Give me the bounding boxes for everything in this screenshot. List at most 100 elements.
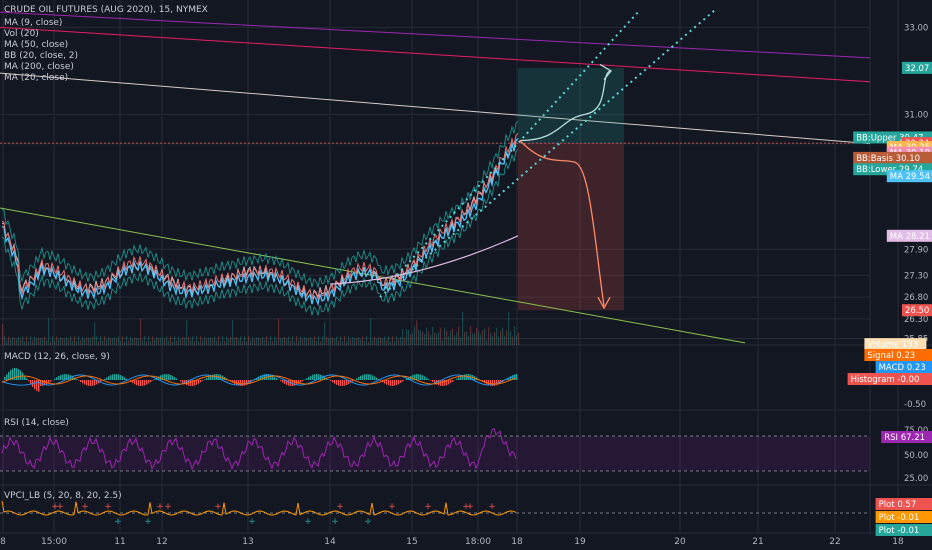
volume-bar [348, 336, 350, 345]
vpci-line [1, 500, 517, 516]
volume-bar [486, 340, 488, 345]
volume-bar [430, 334, 432, 345]
vpci-signal-marker: + [336, 502, 344, 512]
volume-bar [242, 340, 244, 345]
x-tick-label: 15:00 [41, 537, 67, 547]
volume-bar [172, 341, 174, 345]
volume-bar [176, 340, 178, 345]
volume-bar [212, 338, 214, 345]
macd-histogram-bar [402, 380, 404, 382]
volume-bar [390, 341, 392, 345]
volume-bar [104, 336, 106, 345]
volume-bar [412, 333, 414, 345]
volume-bar [224, 340, 226, 345]
volume-bar [132, 338, 134, 345]
volume-bar [402, 329, 404, 345]
macd-histogram-bar [50, 380, 52, 382]
vpci-signal-marker: + [364, 517, 372, 527]
macd-histogram-bar [360, 375, 362, 380]
macd-histogram-bar [4, 377, 6, 380]
volume-bar [356, 338, 358, 345]
chart-title: CRUDE OIL FUTURES (AUG 2020), 15, NYMEX [4, 5, 208, 15]
bullish-projection-arrow [519, 70, 611, 142]
volume-bar [106, 339, 108, 345]
volume-bar [350, 339, 352, 345]
volume-bar [28, 341, 30, 345]
volume-bar [290, 340, 292, 345]
bb-lower [1, 149, 519, 317]
macd-histogram-bar [274, 376, 276, 380]
volume-bar [146, 341, 148, 345]
channel-lower [379, 9, 716, 298]
x-tick-label: 22 [829, 537, 840, 547]
price-axis-label-text: MA 28.21 [890, 232, 930, 242]
macd-histogram-bar [336, 380, 338, 385]
macd-histogram-bar [14, 368, 16, 380]
macd-histogram-bar [496, 380, 498, 386]
volume-bar [248, 336, 250, 345]
macd-histogram-bar [154, 379, 156, 380]
volume-bar [50, 341, 52, 345]
macd-histogram-bar [36, 380, 38, 391]
volume-bar [302, 338, 304, 345]
volume-bar [338, 340, 340, 345]
vpci-signal-marker: + [424, 502, 432, 512]
volume-bar [394, 340, 396, 345]
volume-bar [158, 338, 160, 345]
volume-bar [6, 340, 8, 345]
volume-bar [358, 336, 360, 345]
volume-bar [174, 336, 176, 345]
macd-histogram-bar [326, 377, 328, 380]
volume-bar [252, 336, 254, 345]
volume-bar [428, 331, 430, 345]
price-axis-label-text: BB:Basis 30.10 [856, 154, 920, 164]
volume-bar [276, 339, 278, 345]
y-tick-label: 31.00 [904, 110, 928, 120]
vpci-signal-marker: + [104, 502, 112, 512]
price-axis-label [902, 304, 932, 317]
volume-bar [110, 338, 112, 345]
macd-histogram-bar [122, 376, 124, 380]
vpci-signal-marker: + [56, 502, 64, 512]
volume-bar [292, 336, 294, 345]
macd-histogram-bar [356, 378, 358, 380]
macd-histogram-bar [82, 380, 84, 384]
volume-bar [422, 331, 424, 345]
ma-50-line [1, 137, 519, 307]
volume-bar [518, 332, 520, 345]
volume-bar [82, 336, 84, 345]
macd-histogram-bar [342, 380, 344, 386]
macd-histogram-bar [422, 375, 424, 380]
volume-bar [186, 320, 188, 345]
macd-histogram-bar [10, 369, 12, 380]
volume-bar [16, 338, 18, 345]
macd-histogram-bar [64, 374, 66, 380]
vpci-signal-marker: + [51, 502, 59, 512]
macd-histogram-bar [100, 380, 102, 382]
vpci-signal-marker: + [331, 517, 339, 527]
macd-histogram-bar [56, 377, 58, 380]
volume-bar [466, 331, 468, 345]
macd-histogram-bar [192, 380, 194, 386]
volume-bar [58, 339, 60, 345]
volume-bar [324, 321, 326, 345]
macd-histogram-bar [366, 374, 368, 380]
vpci-title: VPCI_LB (5, 20, 8, 20, 2.5) [4, 491, 122, 501]
volume-bar [406, 328, 408, 345]
macd-histogram-bar [144, 380, 146, 386]
volume-bar [366, 336, 368, 345]
macd-histogram-bar [428, 379, 430, 380]
macd-histogram-bar [68, 374, 70, 380]
volume-bar [40, 337, 42, 345]
volume-bar [376, 338, 378, 345]
volume-bar [310, 336, 312, 345]
macd-histogram-bar [340, 380, 342, 386]
volume-bar [204, 336, 206, 345]
macd-histogram-bar [390, 380, 392, 386]
macd-histogram-bar [376, 377, 378, 380]
macd-histogram-bar [42, 380, 44, 386]
y-tick-label: 26.80 [904, 293, 928, 303]
volume-bar [268, 341, 270, 345]
volume-bar [396, 336, 398, 345]
